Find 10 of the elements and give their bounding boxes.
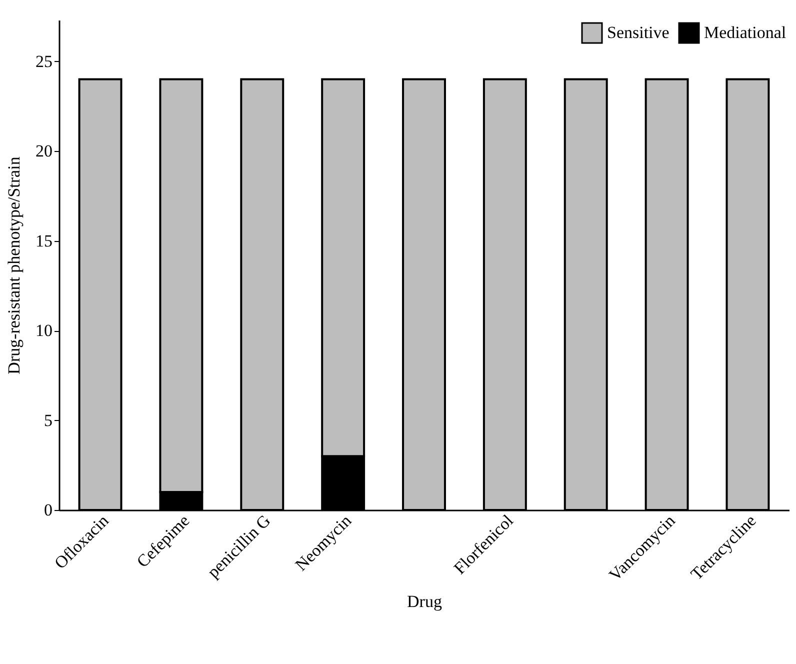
y-tick-label: 0 <box>44 500 52 520</box>
y-tick-label: 10 <box>36 321 52 340</box>
y-axis-title: Drug-resistant phenotype/Strain <box>4 156 24 374</box>
y-tick-label: 15 <box>36 231 52 250</box>
legend-label: Mediational <box>704 23 786 42</box>
y-tick-label: 5 <box>44 410 52 430</box>
y-tick-label: 25 <box>36 52 52 71</box>
legend-label: Sensitive <box>607 23 670 42</box>
x-axis-title: Drug <box>407 592 442 611</box>
y-tick-label: 20 <box>36 142 52 161</box>
